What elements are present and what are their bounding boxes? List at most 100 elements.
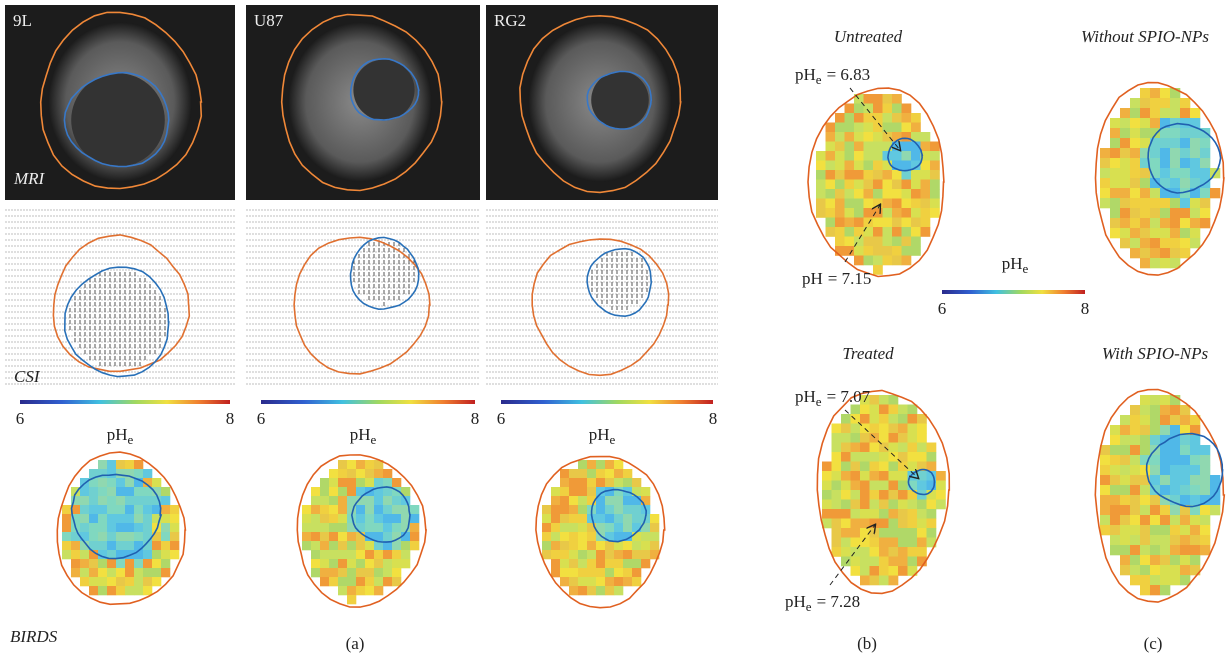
heat-cell (1140, 88, 1150, 98)
heat-cell (854, 199, 864, 209)
heat-cell (161, 541, 170, 550)
heat-cell (826, 161, 836, 171)
heat-cell (80, 550, 89, 559)
heat-cell (1170, 158, 1180, 168)
heat-cell (311, 523, 320, 532)
heat-cell (1160, 565, 1170, 575)
heat-cell (1170, 515, 1180, 525)
heat-cell (816, 189, 826, 199)
heat-cell (596, 532, 605, 541)
heat-cell (930, 208, 940, 218)
heat-cell (116, 469, 125, 478)
heat-cell (892, 180, 902, 190)
heat-cell (1100, 168, 1110, 178)
heat-cell (1190, 228, 1200, 238)
heat-cell (623, 568, 632, 577)
heat-cell (1150, 198, 1160, 208)
heat-cell (873, 161, 883, 171)
heat-cell (864, 208, 874, 218)
heat-cell (860, 566, 870, 576)
heat-cell (1160, 128, 1170, 138)
heat-cell (1120, 425, 1130, 435)
heat-cell (1160, 395, 1170, 405)
heat-cell (1160, 238, 1170, 248)
heat-cell (1150, 128, 1160, 138)
heat-cell (1190, 475, 1200, 485)
heat-cell (854, 246, 864, 256)
heat-cell (152, 541, 161, 550)
heat-cell (410, 505, 419, 514)
heat-cell (879, 557, 889, 567)
heat-cell (116, 514, 125, 523)
heat-cell (1200, 218, 1210, 228)
heat-cell (1180, 118, 1190, 128)
heat-cell (1150, 148, 1160, 158)
heat-cell (170, 514, 179, 523)
heat-cell (116, 460, 125, 469)
heat-cell (116, 496, 125, 505)
heat-cell (879, 395, 889, 405)
heat-cell (1120, 128, 1130, 138)
heat-cell (845, 199, 855, 209)
heat-cell (1170, 108, 1180, 118)
heat-cell (870, 414, 880, 424)
heat-cell (134, 568, 143, 577)
ph-label: pHe= 7.28 (785, 592, 860, 614)
heat-cell (143, 559, 152, 568)
heat-cell (873, 227, 883, 237)
heat-cell (107, 496, 116, 505)
heat-cell (1180, 198, 1190, 208)
heat-cell (873, 246, 883, 256)
heat-cell (107, 541, 116, 550)
heat-cell (816, 199, 826, 209)
heat-cell (845, 218, 855, 228)
heat-cell (1150, 505, 1160, 515)
heat-cell (917, 471, 927, 481)
heat-cell (851, 557, 861, 567)
heat-cell (1120, 505, 1130, 515)
ph-label: pHe (1002, 254, 1029, 276)
heat-cell (89, 505, 98, 514)
heat-cell (1160, 415, 1170, 425)
heat-cell (1110, 485, 1120, 495)
heat-cell (338, 586, 347, 595)
heat-cell (816, 208, 826, 218)
heat-cell (1130, 248, 1140, 258)
heat-cell (883, 199, 893, 209)
heat-cell (134, 469, 143, 478)
heat-cell (347, 541, 356, 550)
heat-cell (605, 541, 614, 550)
heat-cell (845, 227, 855, 237)
heat-cell (650, 532, 659, 541)
heat-cell (587, 568, 596, 577)
heat-cell (921, 161, 931, 171)
heat-cell (835, 189, 845, 199)
heat-cell (921, 218, 931, 228)
heat-cell (1120, 208, 1130, 218)
heat-cell (841, 452, 851, 462)
heat-cell (832, 443, 842, 453)
heat-cell (410, 523, 419, 532)
heat-cell (143, 550, 152, 559)
heat-cell (1110, 198, 1120, 208)
heat-cell (98, 541, 107, 550)
caption: (a) (346, 634, 365, 653)
heat-cell (832, 481, 842, 491)
heat-cell (921, 208, 931, 218)
heat-cell (898, 538, 908, 548)
heat-cell (596, 469, 605, 478)
heat-cell (854, 208, 864, 218)
heat-cell (1170, 228, 1180, 238)
heat-cell (623, 559, 632, 568)
heat-cell (596, 460, 605, 469)
heat-cell (879, 576, 889, 586)
heat-cell (816, 170, 826, 180)
heat-cell (560, 496, 569, 505)
heat-cell (1170, 138, 1180, 148)
heat-cell (542, 550, 551, 559)
heat-cell (320, 496, 329, 505)
heat-cell (832, 528, 842, 538)
heat-cell (892, 113, 902, 123)
heat-cell (374, 496, 383, 505)
heat-cell (134, 487, 143, 496)
